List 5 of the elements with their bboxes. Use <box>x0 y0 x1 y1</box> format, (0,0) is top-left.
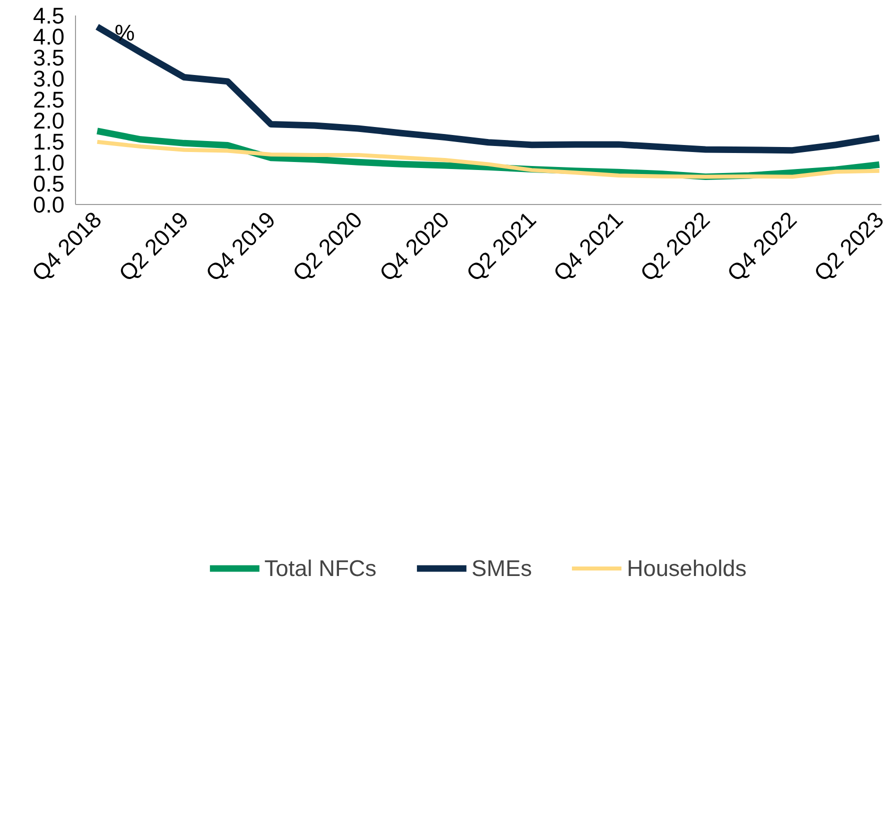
legend-label: Households <box>626 554 747 582</box>
legend-label: Total NFCs <box>264 554 376 582</box>
y-axis-title: % <box>114 20 135 46</box>
line-series <box>95 140 882 179</box>
legend-label: SMEs <box>471 554 532 582</box>
